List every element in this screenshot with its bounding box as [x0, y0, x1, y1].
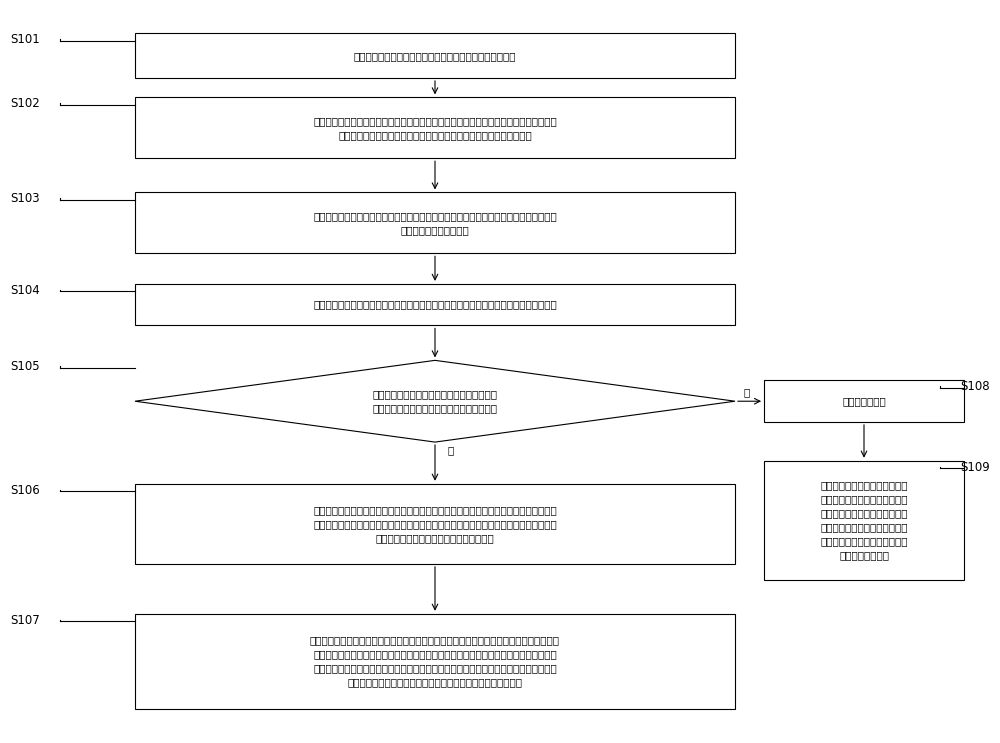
Text: 当余热锅炉的中压汽包水位恢复设定值时，逐渐开启余热锅炉相对应的高压主蒸汽并汽门、
中压并汽门、冷再流量调节阀，逐渐关闭余热锅炉相对应的中压旁路压力调门、高压旁路: 当余热锅炉的中压汽包水位恢复设定值时，逐渐开启余热锅炉相对应的高压主蒸汽并汽门、…	[310, 635, 560, 687]
Text: S101: S101	[10, 33, 40, 46]
Text: 否: 否	[447, 445, 453, 455]
Text: 根据联锁保护信号，联锁关闭余热锅炉相对应的中压过热器出口电动门，并同时联锁开启
余热锅炉相对应的中压过热器出口排放门、中压过热器出口疏水电动门: 根据联锁保护信号，联锁关闭余热锅炉相对应的中压过热器出口电动门，并同时联锁开启 …	[313, 116, 557, 140]
Text: S103: S103	[10, 192, 40, 205]
Text: 延时联锁关闭余热锅炉相对应的高压主蒸汽并汽门、中压并汽门，联锁关闭余热锅炉相对
应的冷再流量调节阀，并同时联锁开启余热锅炉相对应的中压旁路压力调门、高压旁路压
: 延时联锁关闭余热锅炉相对应的高压主蒸汽并汽门、中压并汽门，联锁关闭余热锅炉相对 …	[313, 504, 557, 543]
Text: 余热锅炉不动作: 余热锅炉不动作	[842, 396, 886, 406]
Text: S104: S104	[10, 284, 40, 296]
Text: S102: S102	[10, 97, 40, 110]
Text: 获取三个关限位开关量信号测点的反馈信号，对所获取的三个反馈信号进行三取二操作得
到电动门关限位反馈信号: 获取三个关限位开关量信号测点的反馈信号，对所获取的三个反馈信号进行三取二操作得 …	[313, 211, 557, 235]
FancyBboxPatch shape	[135, 192, 735, 253]
Text: S105: S105	[10, 360, 40, 373]
Polygon shape	[135, 360, 735, 442]
FancyBboxPatch shape	[135, 33, 735, 78]
Text: S108: S108	[960, 380, 990, 393]
Text: S106: S106	[10, 484, 40, 496]
Text: 当余热锅炉的中压汽包水位恢复
设定值时，逐渐开启余热锅炉相
对应的中压过热器出口电动门，
并逐渐关闭余热锅炉相对应的中
压过热器出口排放门、中压过热
器出口疏水: 当余热锅炉的中压汽包水位恢复 设定值时，逐渐开启余热锅炉相 对应的中压过热器出口…	[820, 480, 908, 560]
FancyBboxPatch shape	[764, 461, 964, 580]
Text: 根据电动门关限位正确反馈信号，判断中压过
热器出口电动门的电动门关限位是否返回正常: 根据电动门关限位正确反馈信号，判断中压过 热器出口电动门的电动门关限位是否返回正…	[372, 389, 498, 413]
FancyBboxPatch shape	[135, 484, 735, 564]
Text: 当余热锅炉的中压汽包水位高高报警时，生成联锁保护信号: 当余热锅炉的中压汽包水位高高报警时，生成联锁保护信号	[354, 51, 516, 61]
FancyBboxPatch shape	[135, 614, 735, 709]
FancyBboxPatch shape	[135, 284, 735, 325]
Text: 是: 是	[743, 388, 749, 398]
FancyBboxPatch shape	[764, 380, 964, 422]
Text: S109: S109	[960, 461, 990, 473]
Text: 将电动门关限位反馈信号执行取非操作后进行延时处理，得到电动门关限位正确反馈信号: 将电动门关限位反馈信号执行取非操作后进行延时处理，得到电动门关限位正确反馈信号	[313, 299, 557, 310]
FancyBboxPatch shape	[135, 97, 735, 158]
Text: S107: S107	[10, 614, 40, 626]
